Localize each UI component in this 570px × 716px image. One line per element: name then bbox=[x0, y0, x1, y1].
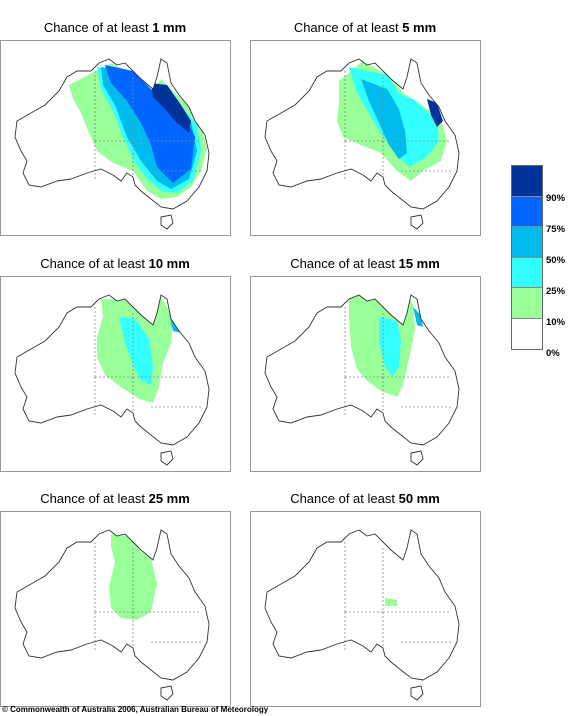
map-panel-1mm bbox=[0, 40, 231, 236]
australia-map bbox=[14, 294, 210, 466]
map-panel-10mm bbox=[0, 276, 231, 472]
probability-region bbox=[413, 307, 423, 327]
state-borders bbox=[94, 542, 201, 652]
tasmania-coastline bbox=[410, 214, 424, 230]
probability-region bbox=[93, 520, 117, 528]
probability-region bbox=[427, 99, 443, 127]
rainfall-probability-shading bbox=[337, 61, 447, 181]
legend-label-75: 75% bbox=[546, 224, 566, 235]
australia-map bbox=[264, 529, 460, 701]
coastline bbox=[14, 529, 210, 681]
probability-legend bbox=[511, 165, 543, 350]
coastline bbox=[264, 529, 460, 681]
legend-swatch-25 bbox=[512, 257, 542, 288]
australia-map bbox=[14, 58, 210, 230]
copyright-notice: © Commonwealth of Australia 2006, Austra… bbox=[2, 705, 269, 714]
panel-title-1mm: Chance of at least 1 mm bbox=[0, 20, 230, 35]
map-panel-15mm bbox=[250, 276, 481, 472]
tasmania-coastline bbox=[160, 450, 174, 466]
legend-label-25: 25% bbox=[546, 286, 566, 297]
coastline bbox=[264, 294, 460, 446]
title-amount: 50 mm bbox=[398, 491, 440, 506]
tasmania-coastline bbox=[160, 685, 174, 701]
title-prefix: Chance of at least bbox=[290, 256, 399, 271]
rainfall-probability-shading bbox=[349, 295, 423, 397]
tasmania-coastline bbox=[410, 450, 424, 466]
panel-title-10mm: Chance of at least 10 mm bbox=[0, 256, 230, 271]
legend-label-90: 90% bbox=[546, 193, 566, 204]
coastline bbox=[14, 58, 210, 210]
title-prefix: Chance of at least bbox=[40, 256, 149, 271]
rainfall-probability-shading bbox=[385, 548, 435, 606]
panel-title-50mm: Chance of at least 50 mm bbox=[250, 491, 480, 506]
legend-swatch-10 bbox=[512, 288, 542, 319]
title-amount: 5 mm bbox=[402, 20, 437, 35]
title-amount: 10 mm bbox=[148, 256, 190, 271]
legend-swatch-75 bbox=[512, 196, 542, 227]
legend-swatch-0 bbox=[512, 318, 542, 349]
probability-region bbox=[151, 83, 191, 133]
probability-region bbox=[119, 317, 153, 385]
state-borders bbox=[344, 71, 451, 181]
state-borders bbox=[344, 307, 451, 417]
legend-swatch-50 bbox=[512, 227, 542, 258]
coastline bbox=[264, 58, 460, 210]
probability-region bbox=[431, 548, 435, 560]
title-prefix: Chance of at least bbox=[290, 491, 399, 506]
coastline bbox=[14, 294, 210, 446]
legend-label-50: 50% bbox=[546, 255, 566, 266]
australia-map bbox=[264, 58, 460, 230]
tasmania-coastline bbox=[410, 685, 424, 701]
map-panel-5mm bbox=[250, 40, 481, 236]
panel-title-15mm: Chance of at least 15 mm bbox=[250, 256, 480, 271]
probability-region bbox=[379, 317, 401, 377]
tasmania-coastline bbox=[160, 214, 174, 230]
title-prefix: Chance of at least bbox=[293, 20, 403, 35]
legend-label-0: 0% bbox=[546, 348, 560, 359]
probability-region bbox=[105, 65, 195, 183]
state-borders bbox=[94, 307, 201, 417]
state-borders bbox=[344, 542, 451, 652]
australia-map bbox=[264, 294, 460, 466]
map-panel-25mm bbox=[0, 511, 231, 707]
probability-region bbox=[385, 598, 397, 606]
title-prefix: Chance of at least bbox=[40, 491, 149, 506]
australia-map bbox=[14, 520, 210, 701]
panel-title-5mm: Chance of at least 5 mm bbox=[250, 20, 480, 35]
legend-swatch-90 bbox=[512, 166, 542, 197]
rainfall-probability-shading bbox=[93, 520, 157, 620]
legend-label-10: 10% bbox=[546, 317, 566, 328]
title-amount: 15 mm bbox=[398, 256, 440, 271]
map-panel-50mm bbox=[250, 511, 481, 707]
panel-title-25mm: Chance of at least 25 mm bbox=[0, 491, 230, 506]
title-prefix: Chance of at least bbox=[43, 20, 153, 35]
title-amount: 25 mm bbox=[148, 491, 190, 506]
rainfall-probability-shading bbox=[69, 63, 207, 199]
state-borders bbox=[94, 71, 201, 181]
title-amount: 1 mm bbox=[152, 20, 187, 35]
probability-region bbox=[361, 79, 407, 159]
